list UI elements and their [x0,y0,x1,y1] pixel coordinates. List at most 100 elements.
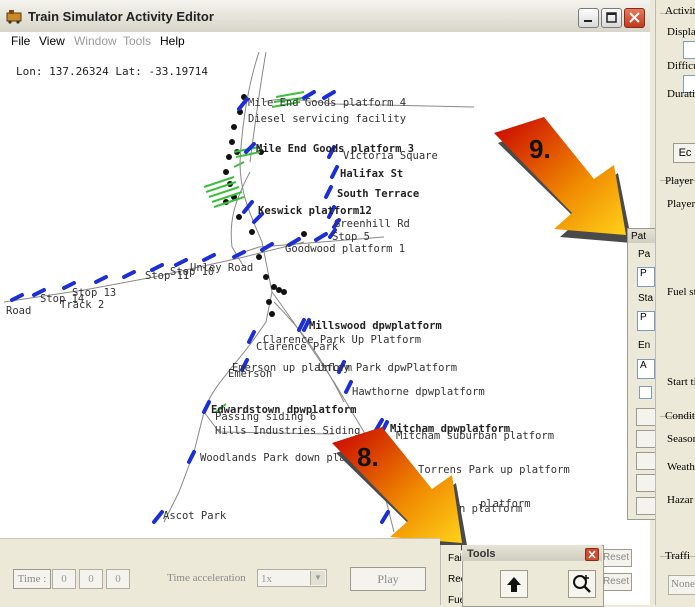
station-label: Stop 5 [332,231,370,243]
station-label: Hills Industries Siding [215,425,361,437]
zoom-in-icon [573,575,591,593]
maximize-icon [606,12,617,23]
group-divider [660,556,695,557]
group-divider [660,180,695,181]
traffic-select[interactable]: None [668,575,695,595]
close-icon [588,550,596,559]
path-select[interactable]: P [637,267,655,287]
path-button[interactable] [636,430,656,448]
station-label: Stop 13 [72,287,117,299]
edit-button[interactable]: Ec [673,143,695,163]
callout-label: 8. [357,442,379,472]
station-label: Unley Park dpwPlatform [318,362,458,374]
conditions-group-label: Conditi [665,410,695,422]
app-icon [6,10,22,24]
menu-tools[interactable]: Tools [123,34,152,48]
menu-view[interactable]: View [39,34,65,48]
weather-label: Weath [667,461,695,473]
station-label: Goodwood platform 1 [285,243,406,255]
main-window: Train Simulator Activity Editor File Vie… [0,0,650,606]
time-acceleration-select[interactable]: 1x ▼ [257,569,327,587]
time-hours-field[interactable]: 0 [52,569,76,589]
station-label: Woodlands Park down platform [200,452,378,464]
station-label: Stop 11 [145,270,190,282]
arrow-up-icon [507,577,521,592]
station-label: Clarence Park Up Platform [263,334,422,346]
station-label: Clarence Park [256,341,339,353]
group-divider [660,416,695,417]
display-name-field[interactable] [683,41,695,59]
callout-arrow-9 [494,117,632,243]
season-label: Seasor [667,433,695,445]
path-button[interactable] [636,497,656,515]
zoom-in-tool-button[interactable] [568,570,596,598]
station-label: Mile End Goods platform 3 [256,143,415,155]
traffic-group-label: Traffi [665,550,691,562]
path-checkbox[interactable] [639,386,652,399]
difficulty-select[interactable] [683,75,695,93]
station-label: Road [6,305,32,317]
station-label: Victoria Square [343,150,438,162]
reset-button[interactable]: Reset [600,549,632,567]
play-button[interactable]: Play [350,567,426,591]
time-seconds-field[interactable]: 0 [106,569,130,589]
reset-button[interactable]: Reset [600,573,632,591]
group-divider [660,13,695,14]
activity-group-label: Activit [665,5,695,17]
path-label: Pa [638,249,651,260]
station-label: Passing siding 6 [215,411,317,423]
chevron-down-icon: ▼ [310,571,325,585]
station-label: Diesel servicing facility [248,113,407,125]
menu-file[interactable]: File [11,34,31,48]
maximize-button[interactable] [601,8,622,28]
fuel-status-label: Fuel st [667,286,695,298]
close-button[interactable] [624,8,645,28]
menu-help[interactable]: Help [160,34,185,48]
callout-label: 9. [529,134,551,164]
station-label: South Terrace [337,188,420,200]
red-label: Red [448,574,467,585]
coordinates-readout: Lon: 137.26324 Lat: -33.19714 [16,65,209,78]
traffic-value: None [671,578,695,590]
station-label: Edwardstown dpwplatform [211,404,357,416]
end-label: En [638,340,651,351]
duration-label: Duratio [667,88,695,100]
station-label: Mitcham suburban platform [396,430,555,442]
tools-titlebar[interactable] [462,545,602,561]
path-dialog-title: Pat [631,231,647,242]
station-label: Hawthorne dpwplatform [352,386,485,398]
fail-label: Fail [448,553,465,564]
callout-arrow-8 [332,427,468,551]
path-button[interactable] [636,408,656,426]
station-label: Unley Road [190,262,254,274]
fuel-label: Fue [448,595,466,606]
start-time-label: Start ti [667,376,695,388]
station-label: Greenhill Rd [334,218,410,230]
station-label: Track 2 [60,299,105,311]
station-label: Keswick platform12 [258,205,372,217]
activity-status-panel [440,545,461,605]
path-dialog-titlebar[interactable] [628,229,657,243]
tools-close-button[interactable] [585,548,599,561]
time-acceleration-label: Time acceleration [167,572,246,584]
station-label: Stop 10 [170,266,215,278]
time-minutes-field[interactable]: 0 [79,569,103,589]
start-select[interactable]: P [637,311,655,331]
path-button[interactable] [636,452,656,470]
window-title: Train Simulator Activity Editor [28,9,214,24]
minimize-button[interactable] [578,8,599,28]
station-label: Mile End Goods platform 4 [248,97,407,109]
tools-title: Tools [467,548,496,560]
time-label-button[interactable]: Time : [13,569,51,589]
station-label: Torrens Park up platform [418,464,570,476]
player-group-label: Player [665,175,694,187]
title-bar[interactable]: Train Simulator Activity Editor [0,0,650,33]
station-label: Mitcham dpwplatform [390,423,511,435]
end-select[interactable]: A [637,359,655,379]
path-button[interactable] [636,474,656,492]
select-tool-button[interactable] [500,570,528,598]
menu-window[interactable]: Window [74,34,117,48]
station-label: Millswood dpwplatform [309,320,442,332]
station-label: Halifax St [340,168,404,180]
station-label: platform [480,498,531,510]
